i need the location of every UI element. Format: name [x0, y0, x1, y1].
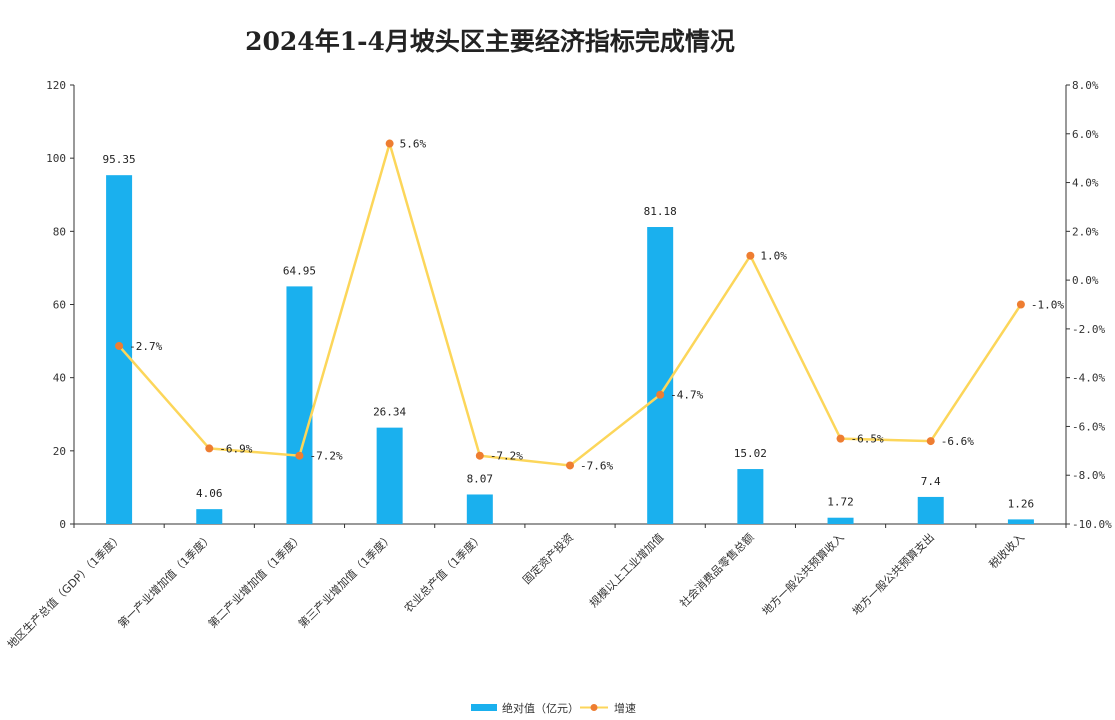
bar: [376, 427, 403, 524]
right-tick-label: 4.0%: [1072, 177, 1099, 190]
growth-value-label: -6.9%: [219, 442, 252, 455]
growth-value-label: -7.2%: [490, 450, 523, 463]
bar: [196, 509, 223, 524]
growth-line: [118, 139, 1022, 467]
growth-value-label: 1.0%: [760, 250, 787, 263]
growth-point: [115, 341, 124, 350]
bar: [917, 496, 944, 524]
category-label: 地区生产总值（GDP）（1季度）: [4, 530, 125, 651]
bar-value-label: 8.07: [467, 472, 494, 485]
right-tick-label: 8.0%: [1072, 79, 1099, 92]
left-tick-label: 40: [53, 372, 66, 385]
bar: [286, 286, 313, 524]
growth-point: [205, 444, 214, 453]
left-y-axis-ticks: 0 20 40 60 80 100 120: [46, 79, 74, 531]
chart-title: 2024年1-4月坡头区主要经济指标完成情况: [245, 27, 735, 56]
bar-value-label: 1.26: [1008, 497, 1035, 510]
bar-value-label: 26.34: [373, 406, 406, 419]
left-tick-label: 80: [53, 225, 66, 238]
growth-point: [746, 251, 755, 260]
legend-line-label: 增速: [614, 701, 636, 715]
bar-value-label: 1.72: [827, 496, 854, 509]
category-label: 地方一般公共预算收入: [759, 530, 847, 618]
line-series: [115, 139, 1025, 470]
growth-value-label: -6.6%: [941, 435, 974, 448]
right-tick-label: 6.0%: [1072, 128, 1099, 141]
growth-point: [836, 434, 845, 443]
bar-value-label: 7.4: [921, 475, 941, 488]
growth-point: [1016, 300, 1025, 309]
right-tick-label: -8.0%: [1072, 469, 1105, 482]
category-label: 规模以上工业增加值: [586, 530, 666, 610]
growth-point: [475, 451, 484, 460]
bar: [1007, 519, 1034, 524]
bar: [647, 227, 674, 525]
category-label: 地方一般公共预算支出: [849, 530, 937, 618]
growth-point: [926, 437, 935, 446]
bar: [827, 517, 854, 524]
bar: [466, 494, 493, 524]
right-y-axis-ticks: -10.0% -8.0% -6.0% -4.0% -2.0% 0.0% 2.0% 4.0% 6.…: [1066, 79, 1112, 531]
legend-bar-label: 绝对值（亿元）: [502, 701, 579, 715]
line-data-labels: -2.7% -6.9% -7.2% 5.6% -7.2% -7.6% -4.7% 1.0% -6…: [129, 138, 1064, 473]
category-label: 第二产业增加值（1季度）: [205, 530, 305, 630]
right-tick-label: -2.0%: [1072, 323, 1105, 336]
bar-series: [106, 175, 1034, 525]
bar-value-label: 15.02: [734, 447, 767, 460]
legend-bar-swatch: [471, 704, 497, 711]
growth-point: [385, 139, 394, 148]
bar-value-label: 4.06: [196, 487, 223, 500]
right-tick-label: -10.0%: [1072, 518, 1112, 531]
category-label: 税收收入: [986, 530, 1027, 571]
bar-data-labels: 95.35 4.06 64.95 26.34 8.07 81.18 15.02 1.72 7.4…: [103, 153, 1035, 510]
legend-line-marker: [590, 704, 598, 711]
left-tick-label: 100: [46, 152, 66, 165]
right-tick-label: -4.0%: [1072, 372, 1105, 385]
growth-value-label: -4.7%: [670, 389, 703, 402]
right-tick-label: -6.0%: [1072, 420, 1105, 433]
right-tick-label: 0.0%: [1072, 274, 1099, 287]
bar-value-label: 64.95: [283, 264, 316, 277]
right-tick-label: 2.0%: [1072, 225, 1099, 238]
growth-value-label: -7.6%: [580, 459, 613, 472]
left-tick-label: 60: [53, 299, 66, 312]
category-label: 第三产业增加值（1季度）: [295, 530, 395, 630]
bar: [737, 469, 764, 524]
bar-value-label: 81.18: [644, 205, 677, 218]
growth-value-label: -6.5%: [851, 433, 884, 446]
growth-value-label: -7.2%: [309, 450, 342, 463]
growth-value-label: -2.7%: [129, 340, 162, 353]
growth-point: [566, 461, 574, 470]
growth-point: [656, 390, 665, 399]
left-tick-label: 20: [53, 445, 66, 458]
growth-value-label: 5.6%: [400, 138, 427, 151]
left-tick-label: 0: [59, 518, 66, 531]
legend: 绝对值（亿元） 增速: [471, 701, 636, 715]
category-labels: 地区生产总值（GDP）（1季度）第一产业增加值（1季度）第二产业增加值（1季度）…: [4, 524, 1067, 651]
category-label: 农业总产值（1季度）: [401, 530, 486, 615]
growth-point: [295, 451, 304, 460]
growth-value-label: -1.0%: [1031, 299, 1064, 312]
category-label: 社会消费品零售总额: [677, 530, 757, 610]
category-label: 第一产业增加值（1季度）: [115, 530, 215, 630]
category-label: 固定资产投资: [520, 530, 577, 587]
left-tick-label: 120: [46, 79, 66, 92]
bar-value-label: 95.35: [103, 153, 136, 166]
